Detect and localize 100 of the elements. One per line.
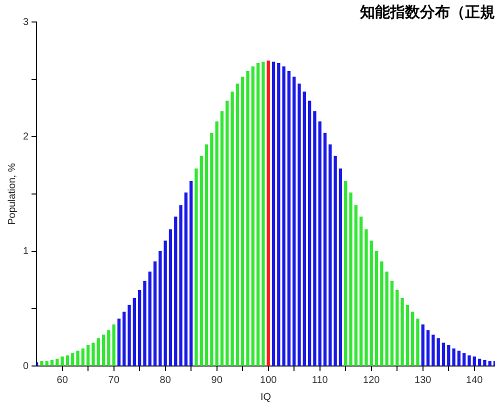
bar [174,216,178,366]
bar [96,338,100,366]
bar [302,92,306,366]
bar [468,355,471,366]
bar [184,192,188,366]
bar [143,280,146,366]
bar [421,324,424,366]
bar [338,168,342,366]
chart-title: 知能指数分布（正規 [359,2,495,21]
x-tick-label: 60 [56,374,68,386]
bar [266,60,270,366]
bar [416,318,420,366]
bar [117,318,121,366]
bar [452,348,456,366]
bar [334,156,337,366]
y-tick-label: 2 [23,131,29,142]
bar [323,132,327,366]
y-tick-label: 1 [23,246,29,258]
bar [102,334,106,366]
bar [457,350,461,366]
x-tick-label: 140 [466,374,484,386]
bar [230,92,234,366]
bar [272,62,276,366]
bar [308,100,312,366]
y-tick-label: 0 [23,360,29,372]
bar [220,111,224,366]
bar [426,330,430,366]
bar [236,84,240,366]
bar [328,144,332,366]
bar [262,62,265,366]
bar [158,251,162,366]
bar [56,358,59,366]
bar [493,361,495,366]
x-tick-label: 90 [211,374,223,386]
bar [400,298,404,366]
bar [370,240,373,366]
bar [313,111,316,366]
bar [81,348,84,366]
bar [256,62,260,366]
bar [122,312,126,366]
bar [86,345,90,366]
bar [349,192,352,366]
bar [246,70,250,366]
bar [40,361,44,366]
bar [190,181,193,366]
bar [277,62,280,366]
bar [411,312,414,366]
bar [406,304,410,366]
bar [292,76,296,366]
bar [287,70,291,366]
x-tick-label: 120 [363,374,380,386]
bar [50,360,54,366]
bar [71,353,74,366]
bar [442,342,446,366]
bar [128,304,131,366]
bar [436,338,440,366]
bar [164,240,167,366]
bar [282,66,286,366]
bar [66,355,70,366]
bar [210,132,214,366]
bar [45,361,48,366]
bar [36,362,38,366]
bar [200,156,203,366]
bar [241,76,244,366]
bar [344,181,348,366]
bar [488,361,492,366]
bar [318,121,322,366]
x-tick-label: 110 [312,374,328,386]
bar [390,280,394,366]
bar [462,353,466,366]
bar [76,350,80,366]
bar [92,342,95,366]
bar [432,334,435,366]
bar [215,121,218,366]
bar [359,216,363,366]
y-tick-label: 3 [23,16,29,28]
bar [396,290,399,366]
bar [472,356,476,366]
bar [251,66,254,366]
bar [153,261,157,366]
x-tick-label: 80 [160,374,172,386]
bar [226,100,229,366]
bar [447,345,450,366]
bar [374,251,378,366]
y-axis-title: Population, % [6,163,18,225]
x-tick-label: 70 [108,374,120,386]
bar [132,298,136,366]
x-axis-title: IQ [260,392,272,403]
bar [478,358,482,366]
bar [354,205,358,366]
bar [60,356,64,366]
x-tick-label: 100 [260,374,278,386]
bar [483,360,486,366]
x-tick-label: 130 [414,374,432,386]
bar [179,205,182,366]
bar [204,144,208,366]
bar [168,229,172,366]
bar [194,168,198,366]
bar [138,290,142,366]
bar [364,229,368,366]
